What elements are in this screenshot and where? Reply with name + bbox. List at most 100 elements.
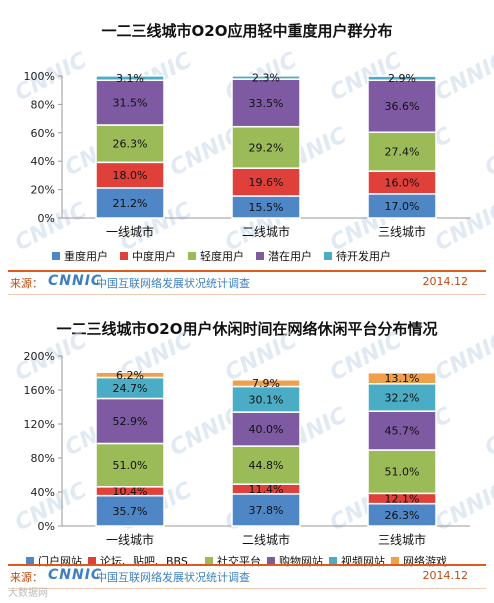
data-label: 10.4% [113, 485, 148, 498]
data-label: 2.9% [388, 72, 416, 85]
source-footer: 来源： CNNIC 中国互联网络发展状况统计调查 2014.12 [8, 270, 486, 295]
x-tick-label: 三线城市 [378, 224, 426, 239]
data-label: 15.5% [249, 201, 284, 214]
source-label: 来源： [10, 571, 43, 584]
data-label: 52.9% [113, 415, 148, 428]
bar-segment [95, 75, 165, 82]
y-tick-label: 200% [24, 350, 55, 363]
x-tick-label: 一线城市 [106, 532, 154, 547]
data-label: 13.1% [385, 372, 420, 385]
cnnic-logo: CNNIC [48, 273, 103, 289]
bar-segment [95, 442, 165, 488]
source-footer: 来源： CNNIC 中国互联网络发展状况统计调查 2014.12 [8, 564, 486, 589]
legend-label: 中度用户 [132, 249, 176, 263]
legend-swatch [329, 557, 337, 565]
bar-segment [95, 397, 165, 445]
data-label: 12.1% [385, 493, 420, 506]
source-org: 中国互联网络发展状况统计调查 [96, 571, 250, 584]
legend-swatch [391, 557, 399, 565]
data-label: 24.7% [113, 382, 148, 395]
bar-segment [367, 371, 437, 385]
legend-swatch [256, 252, 264, 260]
watermark-mark: CNNIC [431, 48, 494, 106]
data-label: 18.0% [113, 169, 148, 182]
data-label: 37.8% [249, 504, 284, 517]
data-label: 51.0% [385, 466, 420, 479]
data-label: 33.5% [249, 97, 284, 110]
bar-segment [95, 187, 165, 219]
y-tick-label: 40% [31, 486, 55, 499]
data-label: 7.9% [252, 377, 280, 390]
chart-panel-user-groups: 一二三线城市O2O应用轻中重度用户群分布 CNNIC CNNIC CNNIC CNNI… [0, 0, 494, 296]
chart-panel-leisure-platforms: 一二三线城市O2O用户休闲时间在网络休闲平台分布情况 CNNIC CNNIC CNN… [0, 296, 494, 603]
bar-segment [231, 78, 301, 128]
y-tick-label: 40% [31, 155, 55, 168]
legend-swatch [205, 557, 213, 565]
watermark-mark: CNNIC [431, 328, 494, 386]
data-label: 44.8% [249, 459, 284, 472]
data-label: 45.7% [385, 425, 420, 438]
cnnic-logo: CNNIC [48, 567, 103, 583]
y-tick-label: 120% [24, 418, 55, 431]
data-label: 30.1% [249, 393, 284, 406]
chart-title: 一二三线城市O2O应用轻中重度用户群分布 [101, 22, 393, 40]
y-tick-label: 160% [24, 384, 55, 397]
x-tick-label: 二线城市 [242, 224, 290, 239]
bar-segment [231, 379, 301, 388]
bar-segment [231, 385, 301, 413]
legend-swatch [120, 252, 128, 260]
bar-segment [95, 161, 165, 189]
bar-segment [95, 371, 165, 379]
watermark-mark: CNNIC [481, 403, 494, 461]
bar-segment [367, 131, 437, 172]
data-label: 32.2% [385, 391, 420, 404]
legend-swatch [188, 252, 196, 260]
data-label: 31.5% [113, 97, 148, 110]
bar-segment [95, 124, 165, 164]
bar-segment [367, 449, 437, 495]
bar-segment [231, 75, 301, 80]
y-tick-label: 80% [31, 98, 55, 111]
legend-label: 重度用户 [64, 249, 108, 263]
data-label: 29.2% [249, 141, 284, 154]
data-label: 35.7% [113, 505, 148, 518]
y-tick-label: 80% [31, 452, 55, 465]
y-tick-label: 0% [38, 520, 55, 533]
y-tick-label: 0% [38, 212, 55, 225]
legend-label: 待开发用户 [336, 249, 391, 263]
legend-swatch [26, 557, 34, 565]
x-tick-label: 二线城市 [242, 532, 290, 547]
chart-title: 一二三线城市O2O用户休闲时间在网络休闲平台分布情况 [56, 320, 438, 338]
data-label: 17.0% [385, 200, 420, 213]
bar-segment [95, 494, 165, 527]
data-label: 6.2% [116, 369, 144, 382]
watermark-mark: CNNIC [11, 198, 91, 256]
legend-label: 轻度用户 [200, 249, 244, 263]
x-tick-label: 三线城市 [378, 532, 426, 547]
watermark-bottom: 大数据网 [8, 588, 48, 599]
bar-segment [231, 445, 301, 485]
legend-swatch [324, 252, 332, 260]
legend-label: 潜在用户 [268, 249, 312, 263]
legend-swatch [88, 557, 96, 565]
data-label: 16.0% [385, 177, 420, 190]
data-label: 36.6% [385, 100, 420, 113]
data-label: 2.3% [252, 71, 280, 84]
source-label: 来源： [10, 277, 43, 290]
watermark-mark: CNNIC [431, 478, 494, 536]
data-label: 3.1% [116, 72, 144, 85]
source-date: 2014.12 [422, 569, 469, 582]
data-label: 21.2% [113, 197, 148, 210]
source-org: 中国互联网络发展状况统计调查 [96, 277, 250, 290]
legend-swatch [267, 557, 275, 565]
data-label: 27.4% [385, 146, 420, 159]
data-label: 19.6% [249, 176, 284, 189]
watermark-mark: CNNIC [481, 123, 494, 181]
data-label: 51.0% [113, 459, 148, 472]
bar-segment [231, 411, 301, 447]
bar-segment [367, 193, 437, 219]
data-label: 26.3% [113, 138, 148, 151]
data-label: 26.3% [385, 509, 420, 522]
